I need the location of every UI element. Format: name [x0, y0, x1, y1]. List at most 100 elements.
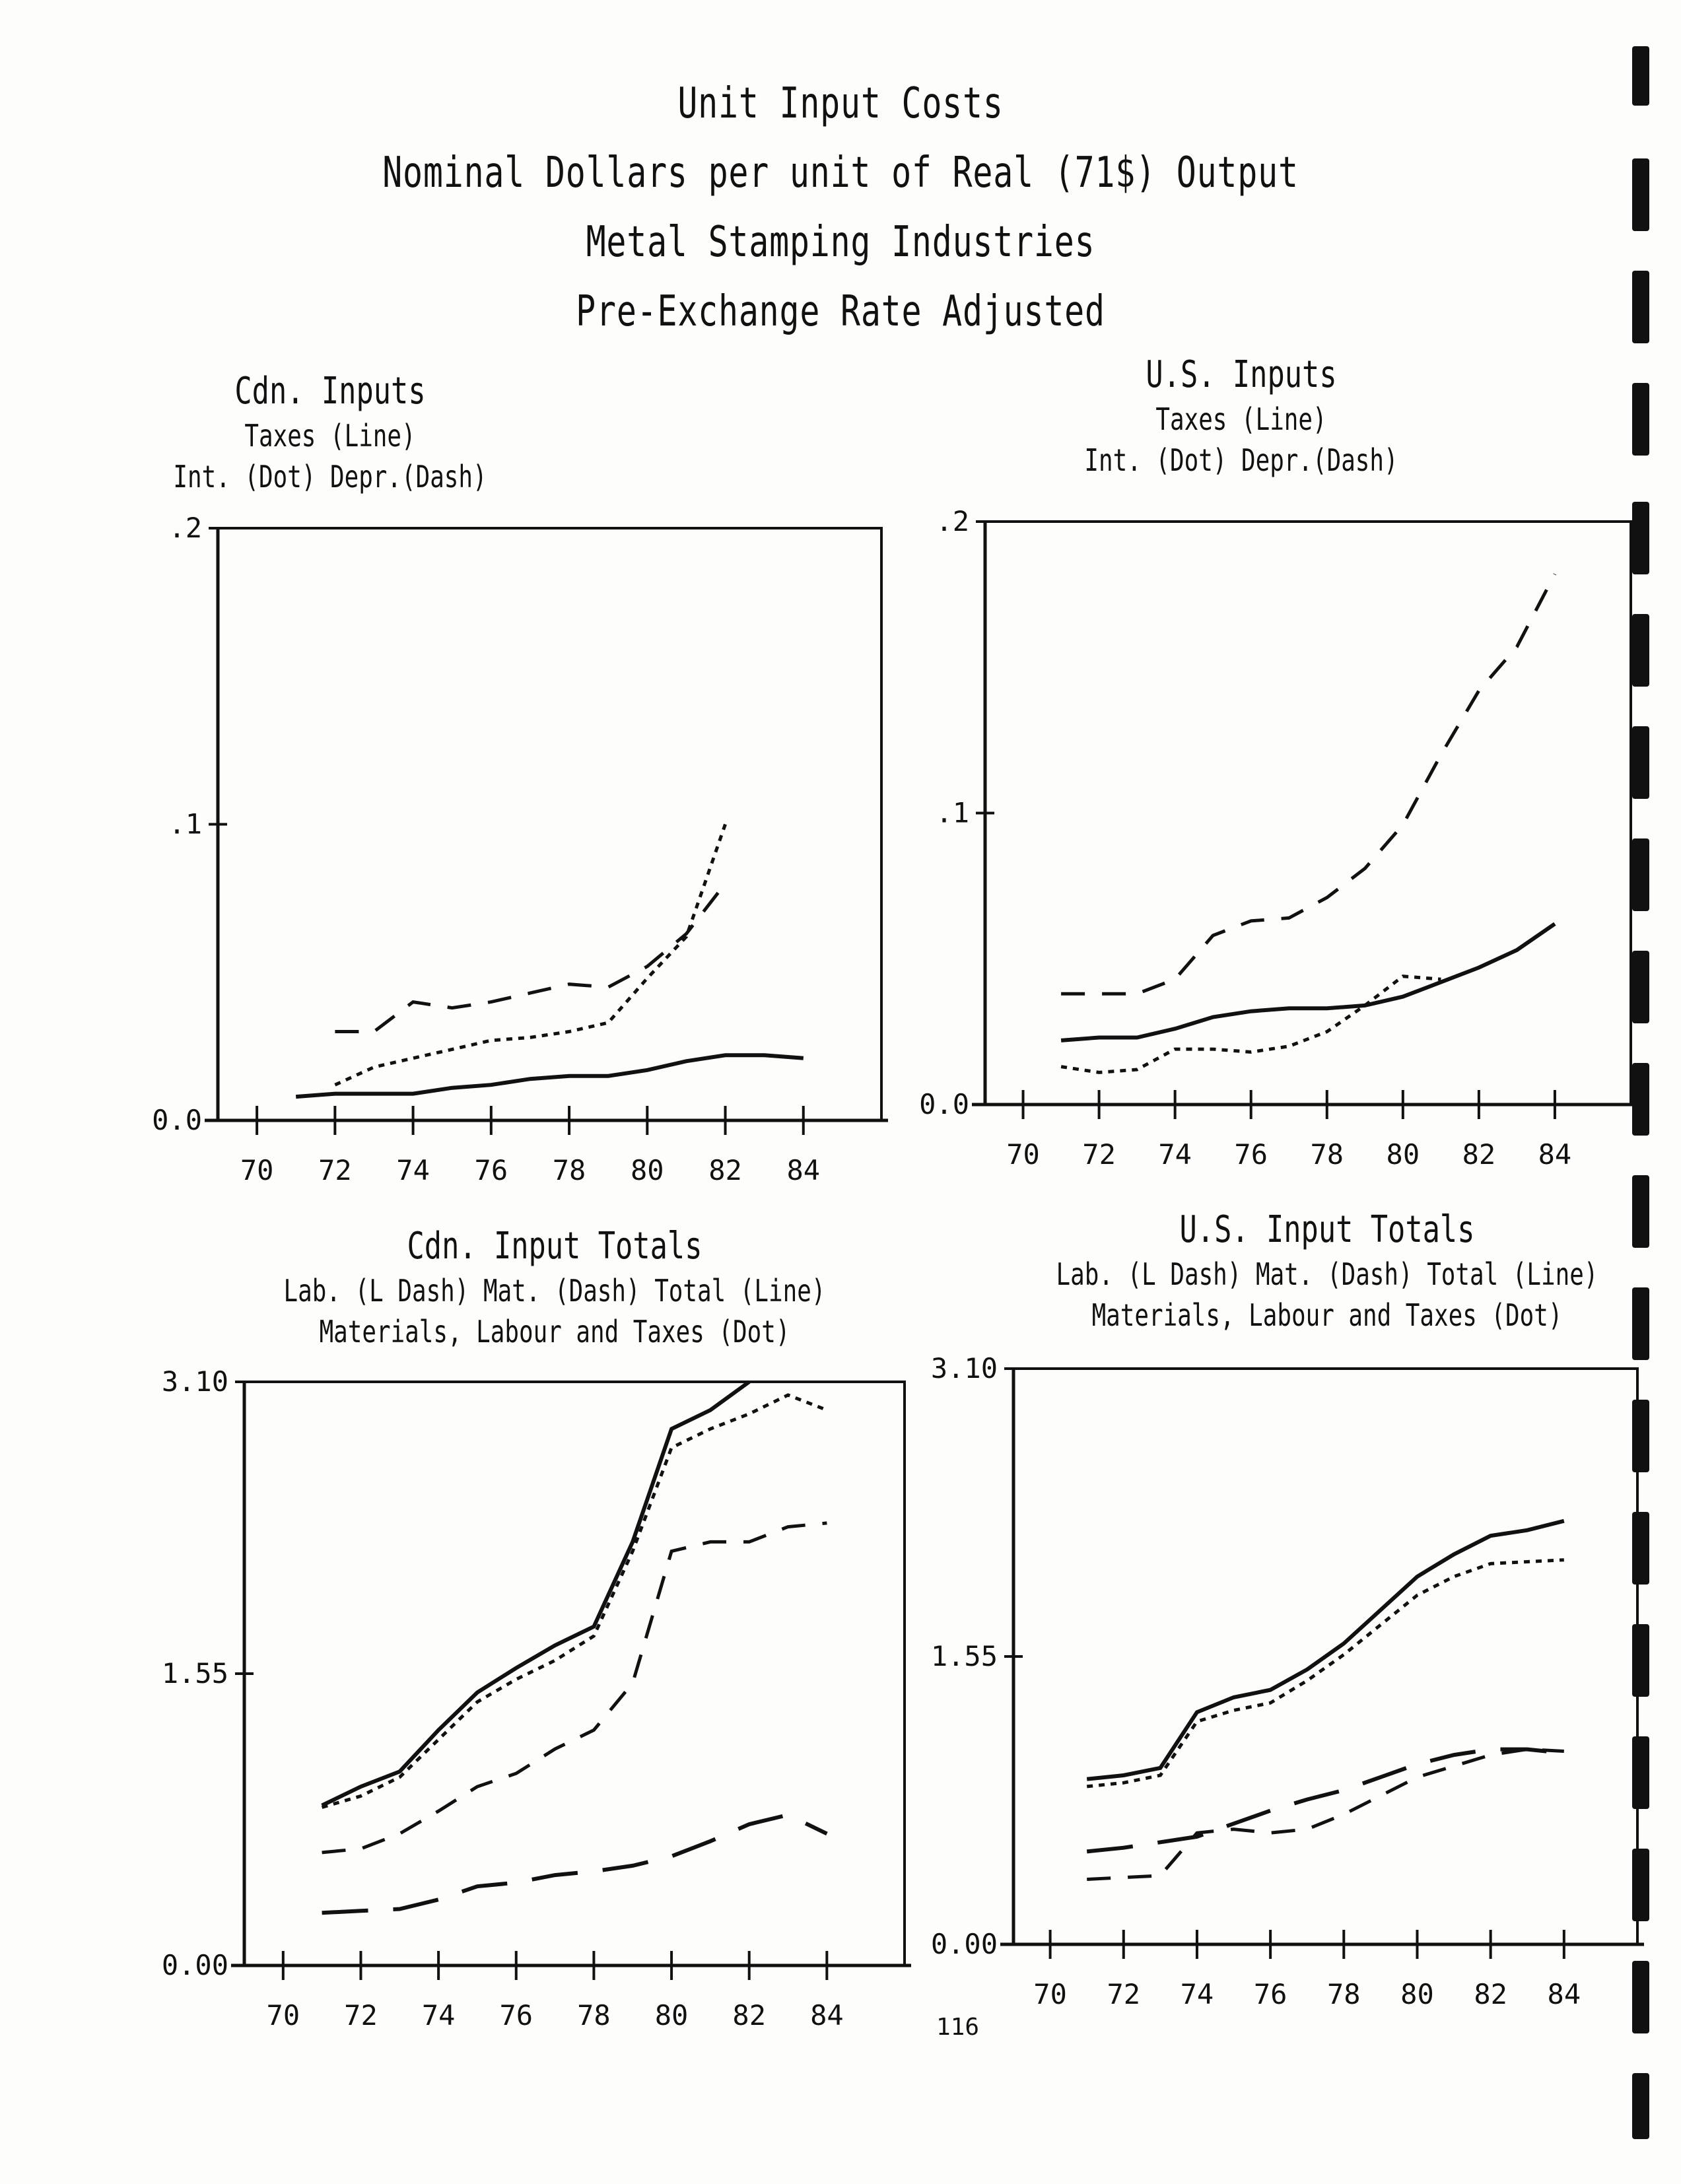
- page-subtitle: Nominal Dollars per unit of Real (71$) O…: [382, 149, 1299, 197]
- series-line-int: [334, 823, 727, 1087]
- binder-mark: [1632, 1736, 1649, 1809]
- x-tick-label: 78: [1310, 1138, 1344, 1171]
- y-tick-label: .1: [168, 808, 202, 840]
- x-tick-label: 82: [1474, 1978, 1507, 2010]
- x-tick-label: 76: [1234, 1138, 1268, 1171]
- binder-mark: [1632, 1512, 1649, 1585]
- chart-0-legend-line-2: Int. (Dot) Depr.(Dash): [173, 459, 487, 495]
- page-number: 116: [936, 2014, 980, 2041]
- binder-mark: [1632, 1849, 1649, 1921]
- chart-3-legend-line-2: Materials, Labour and Taxes (Dot): [1091, 1297, 1563, 1333]
- binder-mark: [1632, 951, 1649, 1023]
- series-line-taxes: [1060, 922, 1556, 1042]
- series-line-total: [1086, 1519, 1565, 1781]
- x-tick-label: 74: [422, 1999, 456, 2031]
- chart-1-legend-line-1: Taxes (Line): [1155, 401, 1327, 437]
- x-tick-label: 84: [1548, 1978, 1581, 2010]
- x-tick-label: 78: [553, 1154, 586, 1186]
- y-tick-label: 3.10: [931, 1352, 998, 1384]
- chart-3-title: U.S. Input Totals: [1179, 1208, 1475, 1251]
- binder-mark: [1632, 383, 1649, 456]
- series-line-mat: [322, 1521, 827, 1855]
- page-title: Unit Input Costs: [677, 79, 1004, 128]
- x-tick-label: 80: [631, 1154, 664, 1186]
- x-tick-label: 72: [1082, 1138, 1116, 1171]
- x-tick-label: 70: [240, 1154, 274, 1186]
- series-line-depr: [335, 882, 727, 1033]
- x-tick-label: 72: [344, 1999, 378, 2031]
- chart-3-legend-line-1: Lab. (L Dash) Mat. (Dash) Total (Line): [1056, 1256, 1598, 1292]
- chart-0-legend-line-1: Taxes (Line): [244, 418, 416, 454]
- x-tick-label: 74: [1181, 1978, 1214, 2010]
- chart-2-legend-line-2: Materials, Labour and Taxes (Dot): [319, 1314, 790, 1349]
- x-tick-label: 84: [810, 1999, 844, 2031]
- y-tick-label: .2: [168, 512, 202, 544]
- y-tick-label: 0.0: [919, 1088, 969, 1120]
- chart-3-heading: U.S. Input Totals Lab. (L Dash) Mat. (Da…: [1018, 1208, 1636, 1333]
- series-line-materials-labour-and-taxes: [321, 1393, 828, 1809]
- y-tick-label: 1.55: [162, 1657, 228, 1689]
- x-tick-label: 70: [267, 1999, 300, 2031]
- x-tick-label: 82: [732, 1999, 766, 2031]
- y-tick-label: 0.00: [931, 1928, 998, 1960]
- series-line-int: [1060, 974, 1441, 1074]
- x-tick-label: 84: [1538, 1138, 1572, 1171]
- binder-mark: [1632, 1400, 1649, 1472]
- series-line-materials-labour-and-taxes: [1086, 1558, 1564, 1789]
- y-tick-label: 3.10: [162, 1365, 228, 1398]
- x-tick-label: 76: [475, 1154, 508, 1186]
- x-tick-label: 76: [499, 1999, 533, 2031]
- series-line-lab: [322, 1812, 828, 1915]
- binder-mark: [1632, 1961, 1649, 2033]
- x-tick-label: 72: [318, 1154, 352, 1186]
- chart-0-heading: Cdn. Inputs Taxes (Line) Int. (Dot) Depr…: [98, 370, 562, 495]
- chart-frame: [244, 1381, 906, 1965]
- x-tick-label: 84: [786, 1154, 820, 1186]
- x-tick-label: 76: [1254, 1978, 1287, 2010]
- binder-mark: [1632, 1063, 1649, 1136]
- x-tick-label: 80: [655, 1999, 689, 2031]
- series-line-lab: [1086, 1747, 1565, 1854]
- page-industry: Metal Stamping Industries: [586, 218, 1095, 267]
- y-tick-label: .2: [936, 505, 969, 537]
- series-line-total: [321, 1380, 751, 1808]
- chart-frame: [985, 520, 1632, 1105]
- chart-0-title: Cdn. Inputs: [234, 370, 426, 413]
- x-tick-label: 70: [1033, 1978, 1067, 2010]
- x-tick-label: 82: [1462, 1138, 1496, 1171]
- chart-2-title: Cdn. Input Totals: [407, 1225, 703, 1268]
- x-tick-label: 82: [708, 1154, 742, 1186]
- binder-mark: [1632, 838, 1649, 911]
- binder-mark: [1632, 726, 1649, 799]
- x-tick-label: 78: [577, 1999, 611, 2031]
- y-tick-label: .1: [936, 797, 969, 829]
- binder-mark: [1632, 2073, 1649, 2139]
- binder-mark: [1632, 271, 1649, 343]
- binder-mark: [1632, 614, 1649, 687]
- binder-mark: [1632, 1287, 1649, 1360]
- binder-mark: [1632, 502, 1649, 574]
- page-adjustment-note: Pre-Exchange Rate Adjusted: [576, 287, 1105, 336]
- x-tick-label: 80: [1400, 1978, 1434, 2010]
- x-tick-label: 74: [1158, 1138, 1192, 1171]
- y-tick-label: 0.00: [162, 1949, 228, 1981]
- series-line-taxes: [295, 1053, 804, 1099]
- x-tick-label: 72: [1107, 1978, 1140, 2010]
- chart-1-heading: U.S. Inputs Taxes (Line) Int. (Dot) Depr…: [1010, 353, 1473, 478]
- chart-2-legend-line-1: Lab. (L Dash) Mat. (Dash) Total (Line): [283, 1273, 826, 1309]
- chart-2-heading: Cdn. Input Totals Lab. (L Dash) Mat. (Da…: [246, 1225, 864, 1349]
- series-line-depr: [1061, 573, 1557, 996]
- x-tick-label: 70: [1006, 1138, 1040, 1171]
- chart-1-legend-line-2: Int. (Dot) Depr.(Dash): [1084, 442, 1398, 478]
- x-tick-label: 80: [1387, 1138, 1420, 1171]
- binder-mark: [1632, 46, 1649, 106]
- chart-1-title: U.S. Inputs: [1146, 353, 1337, 396]
- binder-mark: [1632, 1624, 1649, 1697]
- x-tick-label: 74: [396, 1154, 430, 1186]
- binder-mark: [1632, 1175, 1649, 1248]
- y-tick-label: 1.55: [931, 1640, 998, 1672]
- chart-frame: [218, 527, 883, 1120]
- y-tick-label: 0.0: [152, 1104, 202, 1136]
- binder-mark: [1632, 158, 1649, 231]
